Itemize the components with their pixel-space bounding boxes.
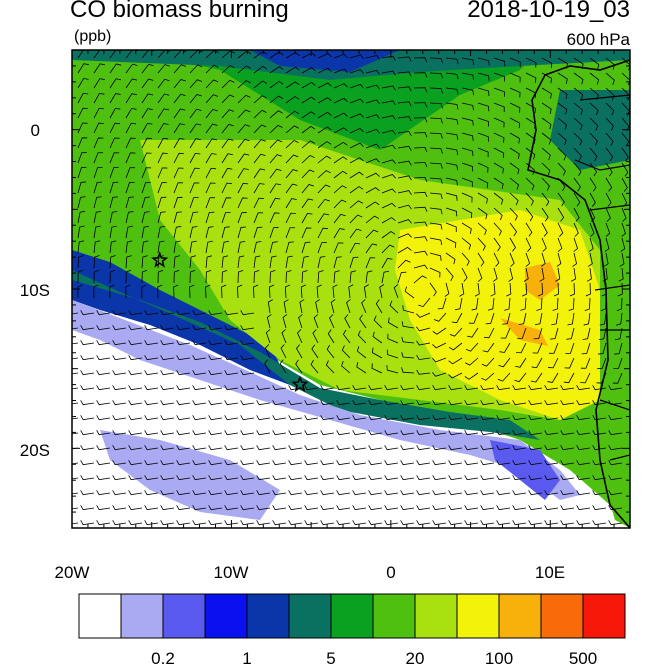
colorbar-swatch bbox=[582, 593, 626, 639]
y-tick-label-0: 0 bbox=[31, 121, 40, 140]
y-tick-label-20s: 20S bbox=[20, 441, 50, 460]
wind-barbs bbox=[72, 50, 630, 526]
star-markers bbox=[150, 251, 309, 393]
figure-title: CO biomass burning bbox=[70, 0, 289, 23]
units-label: (ppb) bbox=[74, 28, 112, 45]
colorbar-swatch bbox=[288, 593, 332, 639]
colorbar-swatch bbox=[78, 593, 122, 639]
colorbar-swatch bbox=[162, 593, 206, 639]
y-tick-label-10s: 10S bbox=[20, 281, 50, 300]
colorbar-swatch bbox=[540, 593, 584, 639]
x-tick-label-10w: 10W bbox=[214, 563, 249, 582]
colorbar-swatch bbox=[456, 593, 500, 639]
colorbar-label: 100 bbox=[485, 649, 513, 667]
colorbar-swatch bbox=[414, 593, 458, 639]
star-marker-south bbox=[291, 375, 309, 393]
colorbar-label: 1 bbox=[242, 649, 251, 667]
x-tick-label-0: 0 bbox=[386, 563, 395, 582]
x-tick-label-20w: 20W bbox=[55, 563, 90, 582]
pressure-level-label: 600 hPa bbox=[566, 30, 630, 49]
colorbar: 0.2 1 5 20 100 500 bbox=[78, 593, 626, 667]
colorbar-label: 500 bbox=[569, 649, 597, 667]
datetime-label: 2018-10-19_03 bbox=[467, 0, 630, 23]
colorbar-swatch bbox=[330, 593, 374, 639]
coastline bbox=[527, 59, 630, 528]
colorbar-swatch bbox=[246, 593, 290, 639]
country-borders bbox=[574, 94, 630, 461]
colorbar-swatch bbox=[204, 593, 248, 639]
colorbar-swatch bbox=[120, 593, 164, 639]
colorbar-swatch bbox=[372, 593, 416, 639]
colorbar-label: 5 bbox=[326, 649, 335, 667]
star-marker-north bbox=[150, 251, 169, 268]
colorbar-label: 0.2 bbox=[151, 649, 175, 667]
colorbar-swatch bbox=[498, 593, 542, 639]
co-field bbox=[72, 50, 630, 528]
colorbar-label: 20 bbox=[406, 649, 425, 667]
x-tick-label-10e: 10E bbox=[535, 563, 565, 582]
axis-ticks bbox=[71, 49, 631, 529]
